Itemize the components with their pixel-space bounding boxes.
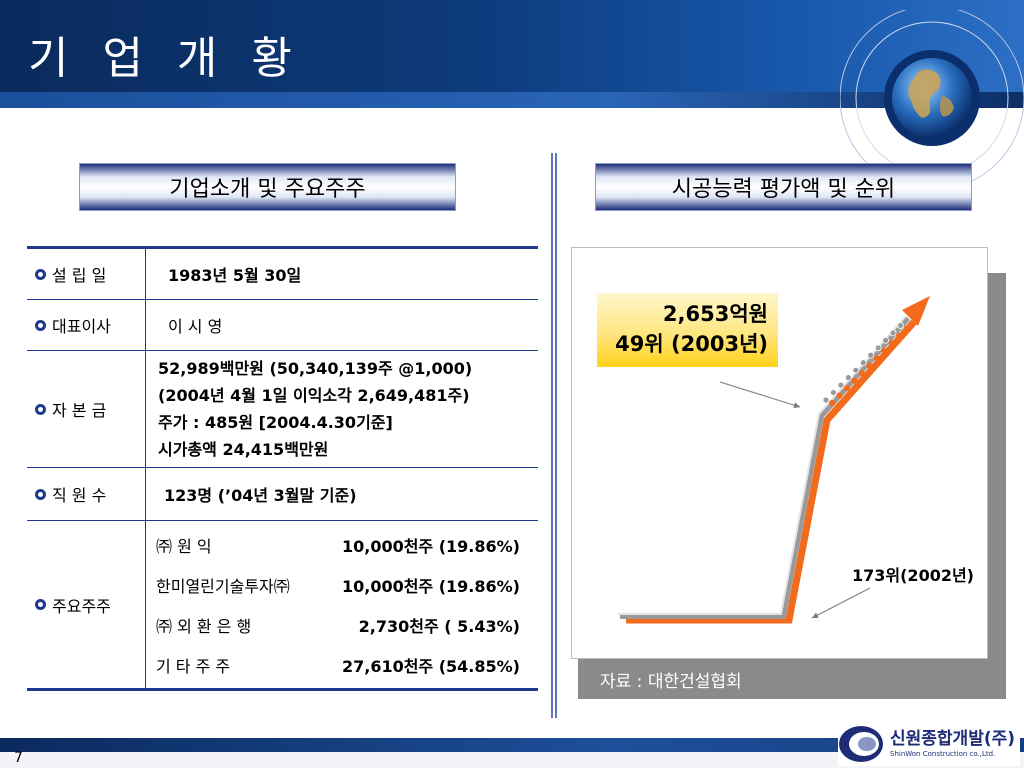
bullet-icon [35,599,46,610]
table-row-founded: 설 립 일 1983년 5월 30일 [27,249,538,300]
ceo-value: 이 시 영 [168,317,223,336]
founded-value: 1983년 5월 30일 [168,266,302,285]
list-item: 한미열린기술투자㈜ 10,000천주 (19.86%) [156,576,520,596]
company-info-table: 설 립 일 1983년 5월 30일 대표이사 이 시 영 자 본 금 52,9… [27,246,538,691]
bullet-icon [35,488,46,500]
capital-label: 자 본 금 [52,401,107,420]
callout-amount: 2,653억원 [662,302,768,326]
capital-line: (2004년 4월 1일 이익소각 2,649,481주) [158,386,470,405]
founded-label: 설 립 일 [52,266,107,285]
page-title: 기 업 개 황 [28,33,302,84]
list-item: 기 타 주 주 27,610천주 (54.85%) [156,656,520,676]
annotation-2002: 173위(2002년) [852,566,974,585]
logo-subtitle: ShinWon Construction co.,Ltd. [890,750,996,758]
callout-2003: 2,653억원 49위 (2003년) [597,293,778,367]
ceo-label: 대표이사 [52,317,111,336]
header-stripe [0,92,1024,108]
table-row-employees: 직 원 수 123명 (’04년 3월말 기준) [27,468,538,521]
table-row-shareholders: 주요주주 ㈜ 원 익 10,000천주 (19.86%) 한미열린기술투자㈜ 10,… [27,521,538,688]
capital-value: 52,989백만원 (50,340,139주 @1,000) (2004년 4월… [146,351,538,467]
shareholders-label: 주요주주 [52,596,111,616]
section-title-company: 기업소개 및 주요주주 [79,163,456,211]
footer-strip [0,752,1024,768]
header-band: 기 업 개 황 [0,0,1024,96]
globe-icon [839,5,1024,200]
section-title-rating: 시공능력 평가액 및 순위 [595,163,972,211]
employees-value: 123명 (’04년 3월말 기준) [164,486,357,505]
capital-line: 52,989백만원 (50,340,139주 @1,000) [158,359,473,378]
logo-icon [839,726,883,762]
bullet-icon [35,268,46,280]
company-logo: 신원종합개발(주) ShinWon Construction co.,Ltd. [838,722,1020,766]
chart-source: 자료 : 대한건설협회 [600,672,742,692]
callout-rank: 49위 (2003년) [615,332,768,356]
shareholders-list: ㈜ 원 익 10,000천주 (19.86%) 한미열린기술투자㈜ 10,000천주… [146,521,538,688]
logo-name: 신원종합개발(주) [890,729,1016,749]
footer-band [0,738,1024,752]
page-number: 7 [14,750,23,766]
bullet-icon [35,319,46,331]
bullet-icon [35,403,46,415]
capital-line: 주가 : 485원 [2004.4.30기준] [158,413,393,432]
list-item: ㈜ 외 환 은 행 2,730천주 ( 5.43%) [156,616,520,636]
table-row-capital: 자 본 금 52,989백만원 (50,340,139주 @1,000) (20… [27,351,538,468]
list-item: ㈜ 원 익 10,000천주 (19.86%) [156,536,520,556]
vertical-divider [551,153,557,718]
employees-label: 직 원 수 [52,486,107,505]
capital-line: 시가총액 24,415백만원 [158,440,329,459]
table-row-ceo: 대표이사 이 시 영 [27,300,538,351]
